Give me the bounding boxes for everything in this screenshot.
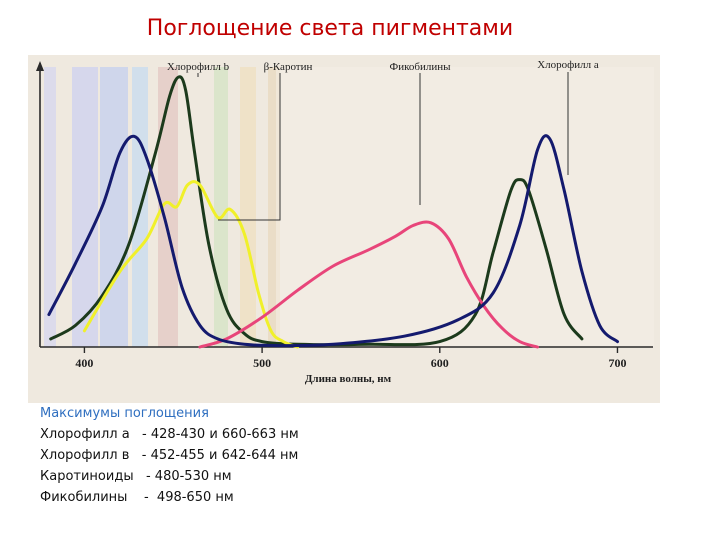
series-label-phycobilins: Фикобилины — [390, 61, 452, 73]
spectral-band-1 — [44, 67, 56, 347]
caption-row-carotenoids: Каротиноиды - 480-530 нм — [40, 469, 232, 484]
chart-axes: 400 500 600 700 Длина волны, нм — [36, 61, 653, 385]
caption-row-phycobilins: Фикобилины - 498-650 нм — [40, 490, 234, 505]
spectral-band-3 — [100, 67, 128, 347]
absorption-maxima-caption: Максимумы поглощения Хлорофилл а - 428-4… — [40, 403, 660, 508]
caption-heading: Максимумы поглощения — [40, 406, 209, 421]
series-line-phycobilins — [198, 220, 539, 349]
x-axis-label: Длина волны, нм — [305, 373, 392, 385]
series-label-chlorophyll-a: Хлорофилл a — [537, 59, 599, 71]
spectral-band-7 — [240, 67, 256, 347]
absorption-chart: 400 500 600 700 Длина волны, нм Хлорофилл b β… — [28, 55, 660, 403]
leader-line-beta-carotene — [218, 73, 281, 221]
series-line-chlorophyll-b — [49, 75, 584, 347]
x-tick-label-700: 700 — [608, 356, 626, 370]
y-axis-arrow — [36, 61, 44, 71]
series-line-beta-carotene — [82, 180, 300, 349]
series-layer — [47, 75, 619, 349]
chart-right-panel — [276, 67, 654, 347]
x-tick-label-400: 400 — [75, 356, 93, 370]
absorption-chart-svg: 400 500 600 700 Длина волны, нм Хлорофилл b β… — [36, 59, 654, 385]
series-label-beta-carotene: β-Каротин — [264, 61, 313, 73]
series-label-chlorophyll-b: Хлорофилл b — [167, 61, 230, 73]
x-tick-label-600: 600 — [431, 356, 449, 370]
spectral-band-2 — [72, 67, 98, 347]
caption-row-chlorophyll-b: Хлорофилл в - 452-455 и 642-644 нм — [40, 448, 299, 463]
x-tick-label-500: 500 — [253, 356, 271, 370]
spectral-band-5 — [158, 67, 178, 347]
label-layer: Хлорофилл b β-Каротин Фикобилины Хлорофилл … — [167, 59, 599, 221]
slide-title: Поглощение света пигментами — [146, 16, 514, 41]
caption-row-chlorophyll-a: Хлорофилл а - 428-430 и 660-663 нм — [40, 427, 299, 442]
chart-backdrop — [44, 67, 654, 347]
series-line-chlorophyll-a — [47, 134, 619, 348]
